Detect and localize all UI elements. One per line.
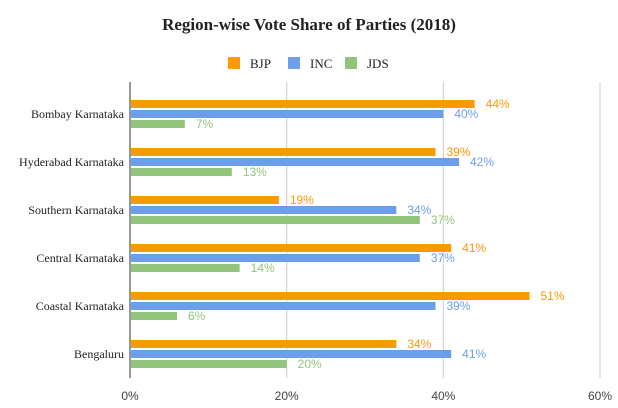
bar-bjp — [131, 292, 530, 300]
bar-inc — [131, 158, 459, 166]
data-label: 20% — [298, 357, 322, 371]
data-label: 41% — [462, 241, 486, 255]
category-label: Bengaluru — [74, 347, 124, 361]
category-label: Bombay Karnataka — [31, 107, 125, 121]
data-label: 51% — [541, 289, 565, 303]
data-label: 44% — [486, 97, 510, 111]
category-label: Coastal Karnataka — [36, 299, 125, 313]
x-tick-label: 0% — [121, 389, 139, 403]
legend-swatch-bjp — [228, 57, 240, 69]
legend-label-bjp: BJP — [250, 56, 271, 71]
data-label: 19% — [290, 193, 314, 207]
data-label: 13% — [243, 165, 267, 179]
bar-jds — [131, 120, 185, 128]
bar-jds — [131, 168, 232, 176]
category-label: Southern Karnataka — [28, 203, 124, 217]
data-label: 14% — [251, 261, 275, 275]
data-label: 42% — [470, 155, 494, 169]
bar-bjp — [131, 244, 452, 252]
bar-inc — [131, 254, 420, 262]
bar-bjp — [131, 100, 475, 108]
bar-inc — [131, 350, 452, 358]
chart-title: Region-wise Vote Share of Parties (2018) — [162, 15, 456, 34]
bar-jds — [131, 216, 420, 224]
bar-inc — [131, 206, 397, 214]
x-tick-label: 40% — [431, 389, 455, 403]
x-tick-label: 60% — [588, 389, 612, 403]
category-label: Central Karnataka — [36, 251, 124, 265]
bar-jds — [131, 360, 287, 368]
bar-bjp — [131, 196, 279, 204]
data-label: 37% — [431, 251, 455, 265]
bar-bjp — [131, 340, 397, 348]
data-label: 6% — [188, 309, 206, 323]
data-label: 34% — [407, 337, 431, 351]
data-label: 39% — [447, 299, 471, 313]
data-label: 40% — [454, 107, 478, 121]
data-label: 34% — [407, 203, 431, 217]
data-label: 39% — [447, 145, 471, 159]
bar-inc — [131, 110, 444, 118]
bar-jds — [131, 264, 240, 272]
legend-label-jds: JDS — [367, 56, 389, 71]
data-label: 7% — [196, 117, 214, 131]
category-label: Hyderabad Karnataka — [19, 155, 125, 169]
legend-label-inc: INC — [310, 56, 332, 71]
data-label: 37% — [431, 213, 455, 227]
data-label: 41% — [462, 347, 486, 361]
legend-swatch-jds — [345, 57, 357, 69]
bar-inc — [131, 302, 436, 310]
bar-bjp — [131, 148, 436, 156]
legend-swatch-inc — [288, 57, 300, 69]
bar-jds — [131, 312, 177, 320]
x-tick-label: 20% — [275, 389, 299, 403]
